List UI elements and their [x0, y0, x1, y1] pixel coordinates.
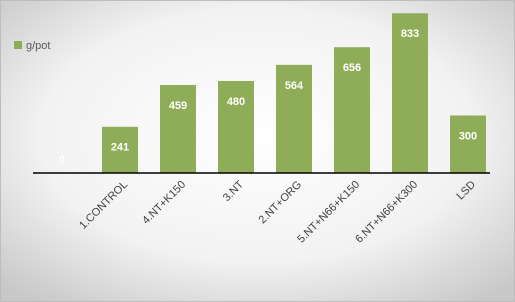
legend-swatch: [14, 41, 22, 49]
value-label: 564: [285, 80, 304, 92]
value-label: 833: [401, 28, 419, 40]
value-label: 480: [227, 96, 245, 108]
value-label: 300: [459, 130, 477, 142]
bar: [276, 64, 312, 173]
bar: [160, 84, 196, 173]
value-label: 656: [343, 62, 361, 74]
value-label: 241: [111, 142, 129, 154]
bar: [392, 13, 428, 174]
bar: [218, 80, 254, 173]
bar: [334, 47, 370, 173]
legend-label: g/pot: [26, 40, 50, 52]
bar: [450, 115, 486, 173]
value-label: 0: [59, 154, 65, 166]
bar: [102, 126, 138, 173]
value-label: 459: [169, 100, 187, 112]
